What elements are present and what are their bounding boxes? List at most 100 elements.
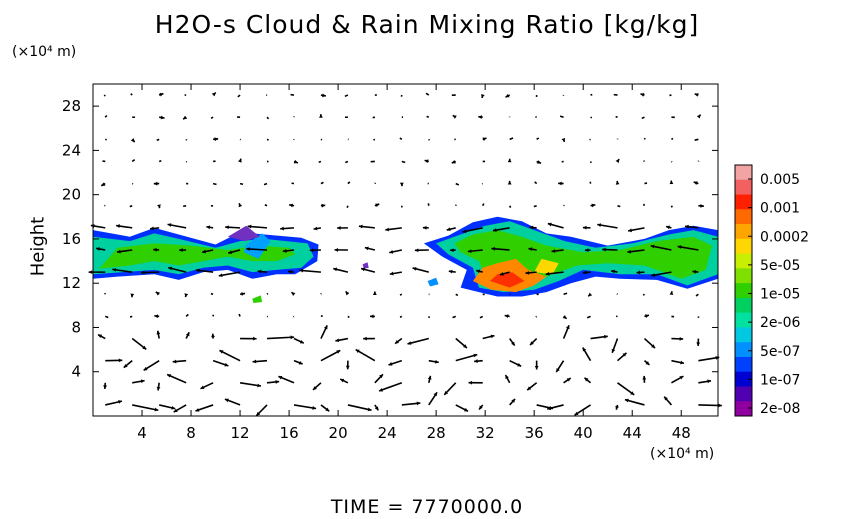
cloud-fringe-left <box>227 225 260 242</box>
wind-arrow <box>218 271 241 278</box>
wind-arrow <box>481 203 485 207</box>
wind-arrow <box>590 334 608 340</box>
wind-arrow <box>156 382 161 391</box>
wind-arrow <box>212 359 229 367</box>
wind-arrow <box>264 204 268 207</box>
chart-title: H2O-s Cloud & Rain Mixing Ratio [kg/kg] <box>154 10 700 39</box>
colorbar-label: 5e-07 <box>760 344 800 360</box>
wind-arrow <box>394 337 403 345</box>
wind-arrow <box>582 270 591 275</box>
wind-arrow <box>166 373 187 384</box>
wind-arrow <box>153 247 160 252</box>
wind-arrow <box>536 160 542 164</box>
colorbar-segment <box>735 297 752 314</box>
colorbar-label: 2e-08 <box>760 401 800 417</box>
wind-arrow <box>574 404 591 416</box>
wind-arrow <box>558 181 564 186</box>
colorbar: 0.005 0.001 0.0002 5e-05 1e-05 2e-06 5e-07 1e-0… <box>734 164 809 417</box>
wind-arrow <box>455 404 469 412</box>
wind-arrow <box>200 382 214 390</box>
wind-arrow <box>320 404 330 412</box>
wind-arrow <box>452 114 457 119</box>
wind-arrow <box>642 203 646 207</box>
wind-arrow <box>640 93 645 97</box>
wind-arrow <box>173 404 187 413</box>
wind-arrow <box>698 203 704 208</box>
y-tick-label: 24 <box>62 141 81 159</box>
wind-arrow <box>422 225 429 230</box>
wind-arrow <box>695 293 699 297</box>
wind-arrow <box>590 93 593 96</box>
wind-arrow <box>312 382 322 391</box>
wind-arrow <box>563 204 565 207</box>
wind-arrow <box>320 93 327 98</box>
wind-arrow <box>611 338 619 354</box>
x-tick-label: 12 <box>231 424 250 442</box>
x-tick-label: 4 <box>137 424 147 442</box>
wind-arrow <box>309 248 321 253</box>
wind-arrow <box>105 358 123 363</box>
colorbar-segment <box>735 165 752 181</box>
wind-arrow <box>671 375 684 384</box>
wind-arrow <box>448 269 456 274</box>
wind-arrow <box>219 349 241 362</box>
wind-arrow <box>105 400 123 406</box>
wind-arrow <box>103 382 107 389</box>
wind-arrow <box>693 181 699 185</box>
wind-arrow <box>293 404 317 410</box>
wind-arrow <box>643 337 656 349</box>
wind-arrow <box>644 314 650 318</box>
wind-arrow <box>547 222 564 229</box>
wind-arrow <box>116 249 133 254</box>
wind-arrow <box>345 290 350 296</box>
wind-arrow <box>344 94 349 98</box>
colorbar-segment <box>735 283 752 299</box>
wind-arrow <box>374 373 384 384</box>
wind-arrow <box>100 182 106 187</box>
wind-arrow <box>507 180 512 185</box>
wind-arrow <box>130 93 133 96</box>
wind-arrow <box>528 247 537 252</box>
time-label: TIME = 7770000.0 <box>330 496 524 518</box>
wind-arrow <box>211 333 215 339</box>
wind-arrow <box>154 314 160 319</box>
wind-arrow <box>346 205 349 208</box>
wind-arrow <box>425 92 430 96</box>
wind-arrow <box>225 225 241 230</box>
wind-arrow <box>290 291 296 296</box>
x-tick-label: 40 <box>574 424 593 442</box>
wind-arrow <box>616 352 627 362</box>
wind-arrow <box>168 266 187 273</box>
plot-frame <box>92 83 719 417</box>
wind-arrow <box>698 355 720 362</box>
wind-arrow <box>586 315 591 319</box>
wind-arrow <box>669 291 674 296</box>
wind-arrow <box>130 138 136 143</box>
wind-arrow <box>583 377 592 384</box>
wind-arrow <box>615 404 620 410</box>
wind-arrow <box>561 137 566 143</box>
wind-arrow <box>399 137 403 141</box>
wind-arrow <box>238 203 243 208</box>
wind-arrow <box>692 269 699 274</box>
y-tick-label: 28 <box>62 97 81 115</box>
wind-arrow <box>129 315 133 318</box>
wind-arrow <box>665 225 672 230</box>
wind-arrow <box>641 116 645 120</box>
wind-arrow <box>360 267 376 273</box>
wind-arrow <box>534 360 539 370</box>
colorbar-segment <box>735 179 752 196</box>
wind-arrow <box>266 292 269 295</box>
wind-arrow <box>345 360 350 370</box>
wind-arrow <box>694 93 699 97</box>
colorbar-label: 1e-07 <box>760 372 800 388</box>
wind-arrow <box>246 247 268 251</box>
wind-arrow <box>335 337 349 343</box>
wind-arrow <box>529 225 537 230</box>
wind-arrow <box>499 271 510 276</box>
colorbar-segment <box>735 194 752 210</box>
wind-arrow <box>167 223 187 229</box>
y-tick-label: 8 <box>71 318 81 336</box>
wind-arrow <box>358 224 375 229</box>
wind-arrow <box>293 159 299 164</box>
